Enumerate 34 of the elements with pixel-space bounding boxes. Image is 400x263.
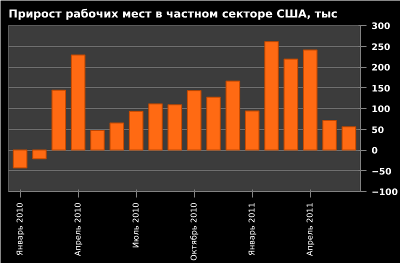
x-tick-label: Июль 2010 <box>132 202 141 248</box>
x-tick-label: Апрель 2011 <box>306 202 315 256</box>
y-tick-label: 250 <box>372 42 390 53</box>
bar <box>70 54 86 150</box>
x-tick-label: Январь 2010 <box>16 202 25 256</box>
bar <box>110 122 124 150</box>
bar <box>90 130 105 150</box>
chart-title: Прирост рабочих мест в частном секторе США, тыс <box>8 8 338 20</box>
bar <box>206 96 221 150</box>
bar <box>322 120 337 150</box>
y-tick-label: 150 <box>372 84 390 94</box>
y-tick-label: 200 <box>372 64 390 74</box>
bar <box>284 58 298 150</box>
bar <box>264 41 279 150</box>
x-tick-label: Октябрь 2010 <box>190 202 199 261</box>
bar <box>52 90 66 150</box>
y-tick-label: 0 <box>372 146 378 156</box>
y-tick-label: 50 <box>372 126 384 136</box>
bar <box>226 80 240 150</box>
x-tick-label: Январь 2011 <box>248 202 257 256</box>
y-tick-label: 300 <box>372 22 390 32</box>
y-tick-label: −50 <box>372 167 392 178</box>
bar <box>186 90 202 150</box>
y-tick-label: −100 <box>372 188 398 198</box>
y-tick-label: 100 <box>372 105 390 115</box>
bar <box>168 104 182 150</box>
bar <box>148 103 163 150</box>
bar <box>32 150 47 160</box>
bar <box>302 49 318 150</box>
x-tick-label: Апрель 2010 <box>74 202 83 256</box>
bar <box>342 126 356 150</box>
bar <box>244 110 260 150</box>
bar <box>12 150 28 168</box>
bar <box>128 110 144 150</box>
